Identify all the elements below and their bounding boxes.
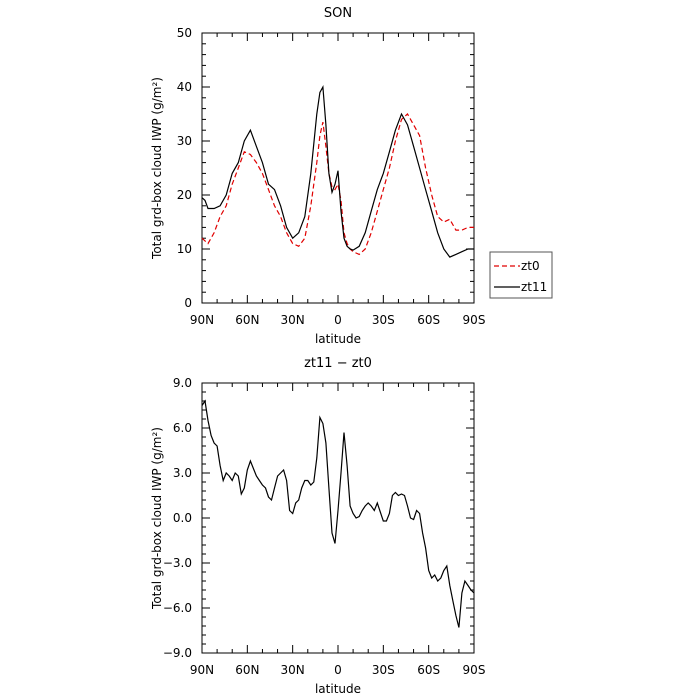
x-tick-label: 0 <box>334 663 342 677</box>
legend-label-zt11: zt11 <box>521 280 547 294</box>
x-tick-label: 60N <box>235 663 259 677</box>
plot-frame <box>202 383 474 653</box>
y-tick-label: 30 <box>177 134 192 148</box>
y-tick-label: 0.0 <box>173 511 192 525</box>
legend-label-zt0: zt0 <box>521 259 540 273</box>
y-tick-label: −3.0 <box>163 556 192 570</box>
y-tick-label: −9.0 <box>163 646 192 660</box>
x-tick-label: 60N <box>235 313 259 327</box>
y-axis-label: Total grd-box cloud IWP (g/m²) <box>150 77 164 260</box>
y-tick-label: 50 <box>177 26 192 40</box>
chart-title: SON <box>324 6 352 21</box>
y-tick-label: −6.0 <box>163 601 192 615</box>
chart-bottom: 90N 60N 30N 0 30S 60S 90S −9.0 −6.0 −3.0 0.0 3.0 6.0… <box>150 356 485 696</box>
x-tick-label: 0 <box>334 313 342 327</box>
x-tick-label: 90S <box>463 313 486 327</box>
x-tick-label: 30S <box>372 663 395 677</box>
series-line-zt11 <box>202 87 474 257</box>
x-tick-label: 30N <box>281 663 305 677</box>
plot-frame <box>202 33 474 303</box>
x-axis-label: latitude <box>315 682 361 696</box>
chart-title: zt11 − zt0 <box>304 356 372 371</box>
y-axis-label: Total grd-box cloud IWP (g/m²) <box>150 427 164 610</box>
series-line-diff <box>202 401 474 628</box>
y-tick-label: 3.0 <box>173 466 192 480</box>
x-tick-label: 60S <box>417 663 440 677</box>
y-tick-label: 6.0 <box>173 421 192 435</box>
x-tick-label: 30S <box>372 313 395 327</box>
x-tick-label: 60S <box>417 313 440 327</box>
x-tick-label: 90S <box>463 663 486 677</box>
y-tick-label: 10 <box>177 242 192 256</box>
series-line-zt0 <box>202 114 474 254</box>
x-axis-label: latitude <box>315 332 361 346</box>
y-tick-label: 40 <box>177 80 192 94</box>
x-tick-label: 30N <box>281 313 305 327</box>
x-tick-label: 90N <box>190 663 214 677</box>
x-tick-label: 90N <box>190 313 214 327</box>
y-tick-label: 20 <box>177 188 192 202</box>
y-tick-label: 9.0 <box>173 376 192 390</box>
chart-top: 90N 60N 30N 0 30S 60S 90S 0 10 20 30 40 50 SON latitud… <box>150 6 552 346</box>
y-tick-label: 0 <box>184 296 192 310</box>
